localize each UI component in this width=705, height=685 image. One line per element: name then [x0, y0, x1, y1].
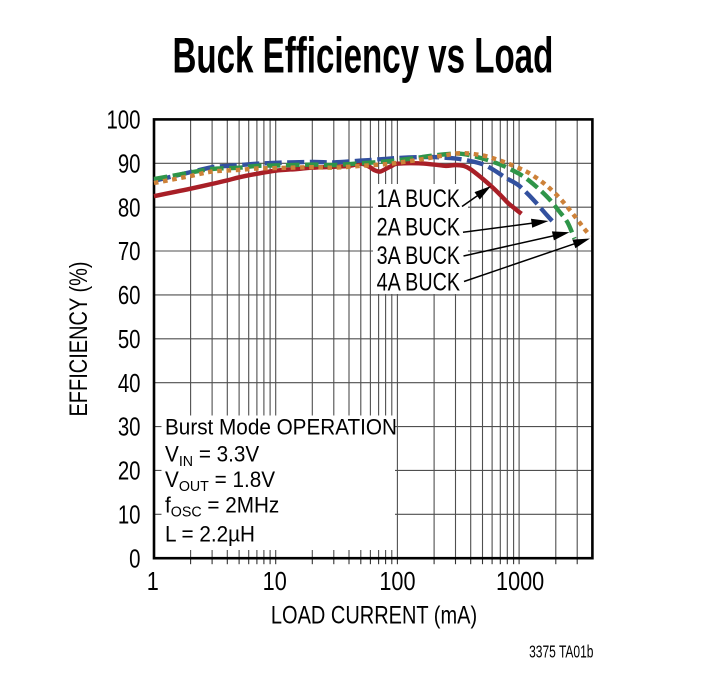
svg-text:40: 40	[118, 369, 141, 398]
svg-text:Burst Mode OPERATION: Burst Mode OPERATION	[165, 415, 397, 440]
svg-text:2A BUCK: 2A BUCK	[377, 214, 461, 242]
svg-text:90: 90	[118, 149, 141, 178]
svg-text:1000: 1000	[496, 568, 544, 596]
svg-text:80: 80	[118, 193, 141, 222]
svg-text:100: 100	[106, 105, 140, 134]
svg-text:100: 100	[379, 568, 415, 596]
svg-text:10: 10	[263, 568, 287, 596]
svg-text:LOAD CURRENT (mA): LOAD CURRENT (mA)	[271, 601, 477, 629]
svg-text:4A BUCK: 4A BUCK	[377, 268, 461, 296]
svg-text:60: 60	[118, 281, 141, 310]
svg-text:0: 0	[129, 544, 140, 573]
svg-text:3375 TA01b: 3375 TA01b	[529, 644, 593, 663]
svg-text:1: 1	[147, 568, 159, 596]
svg-text:50: 50	[118, 325, 141, 354]
svg-text:20: 20	[118, 456, 141, 485]
svg-text:EFFICIENCY (%): EFFICIENCY (%)	[65, 261, 93, 416]
svg-text:30: 30	[118, 413, 141, 442]
svg-text:Buck Efficiency vs Load: Buck Efficiency vs Load	[173, 28, 554, 83]
svg-text:L = 2.2µH: L = 2.2µH	[165, 522, 255, 547]
svg-text:70: 70	[118, 237, 141, 266]
svg-text:1A BUCK: 1A BUCK	[377, 185, 461, 213]
svg-text:10: 10	[118, 500, 141, 529]
svg-text:3A BUCK: 3A BUCK	[377, 242, 461, 270]
